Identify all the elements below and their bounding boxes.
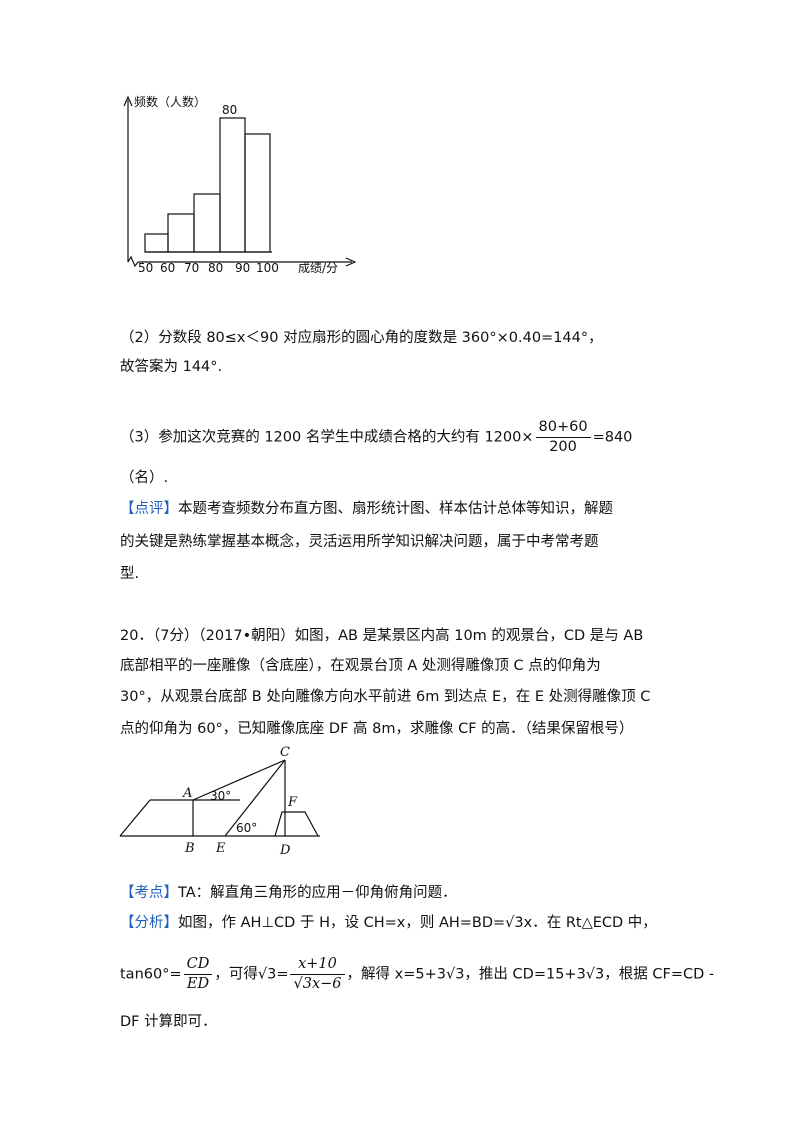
label-a: A	[182, 786, 192, 801]
analysis-tag: 【分析】	[120, 915, 178, 931]
label-c: C	[280, 745, 290, 760]
angle-60: 60°	[236, 821, 257, 835]
point-text: TA：解直角三角形的应用－仰角俯角问题．	[178, 885, 457, 901]
numerator: CD	[183, 955, 213, 975]
problem-line: 20．（7分）（2017•朝阳）如图，AB 是某景区内高 10m 的观景台，CD…	[120, 628, 644, 644]
x-axis-label: 成绩/分	[298, 261, 338, 275]
label-f: F	[287, 795, 298, 810]
part3-suffix: =840	[592, 429, 633, 446]
part3-prefix: （3）参加这次竞赛的 1200 名学生中成绩合格的大约有 1200×	[120, 429, 534, 446]
denominator: 200	[549, 439, 577, 455]
x-tick-label: 100	[256, 261, 279, 275]
label-d: D	[279, 843, 291, 858]
x-tick-label: 60	[160, 261, 175, 275]
point-tag: 【考点】	[120, 885, 178, 901]
problem-line: 底部相平的一座雕像（含底座），在观景台顶 A 处测得雕像顶 C 点的仰角为	[120, 658, 601, 674]
part2-line1: （2）分数段 80≤x＜90 对应扇形的圆心角的度数是 360°×0.40=14…	[120, 330, 603, 346]
analysis-text: ，可得√3=	[214, 966, 289, 983]
comment-line2: 的关键是熟练掌握基本概念，灵活运用所学知识解决问题，属于中考常考题	[120, 534, 599, 550]
analysis-line1: 【分析】如图，作 AH⊥CD 于 H，设 CH=x，则 AH=BD=√3x．在 …	[120, 913, 657, 933]
x-tick-label: 80	[208, 261, 223, 275]
comment-text: 本题考查频数分布直方图、扇形统计图、样本估计总体等知识，解题	[178, 501, 613, 517]
numerator: 80+60	[535, 418, 591, 438]
analysis-line3: DF 计算即可．	[120, 1014, 217, 1030]
denominator: ED	[186, 976, 210, 992]
label-e: E	[215, 841, 226, 856]
problem-line: 30°，从观景台底部 B 处向雕像方向水平前进 6m 到达点 E，在 E 处测得…	[120, 689, 651, 705]
analysis-line2: tan60°= CD ED ，可得√3= x+10 √3x−6 ，解得 x=5+3√3，推出…	[120, 955, 714, 994]
comment-line1: 【点评】本题考查频数分布直方图、扇形统计图、样本估计总体等知识，解题	[120, 499, 613, 519]
peak-label: 80	[222, 103, 237, 117]
analysis-text: 如图，作 AH⊥CD 于 H，设 CH=x，则 AH=BD=√3x．在 Rt△E…	[178, 915, 657, 931]
denominator: √3x−6	[293, 976, 342, 992]
part2-line2: 故答案为 144°.	[120, 359, 223, 375]
x-tick-label: 50	[138, 261, 153, 275]
x-tick-label: 70	[184, 261, 199, 275]
label-b: B	[184, 841, 195, 856]
comment-tag: 【点评】	[120, 501, 178, 517]
y-axis-label: 频数（人数）	[134, 94, 206, 109]
part3-line2: （名）.	[120, 470, 169, 486]
point-line: 【考点】TA：解直角三角形的应用－仰角俯角问题．	[120, 883, 457, 903]
analysis-text: ，解得 x=5+3√3，推出 CD=15+3√3，根据 CF=CD -	[346, 966, 715, 983]
part3-line1: （3）参加这次竞赛的 1200 名学生中成绩合格的大约有 1200× 80+60 2…	[120, 418, 632, 457]
geometry-figure: A B C D E F 30° 60°	[119, 745, 320, 858]
histogram: 频数（人数） 80 成绩/分	[123, 94, 357, 275]
problem-line: 点的仰角为 60°，已知雕像底座 DF 高 8m，求雕像 CF 的高．（结果保留…	[120, 721, 634, 737]
comment-line3: 型.	[120, 566, 140, 582]
x-tick-label: 90	[235, 261, 250, 275]
analysis-text: tan60°=	[120, 966, 182, 983]
angle-30: 30°	[210, 789, 231, 803]
numerator: x+10	[290, 955, 345, 975]
